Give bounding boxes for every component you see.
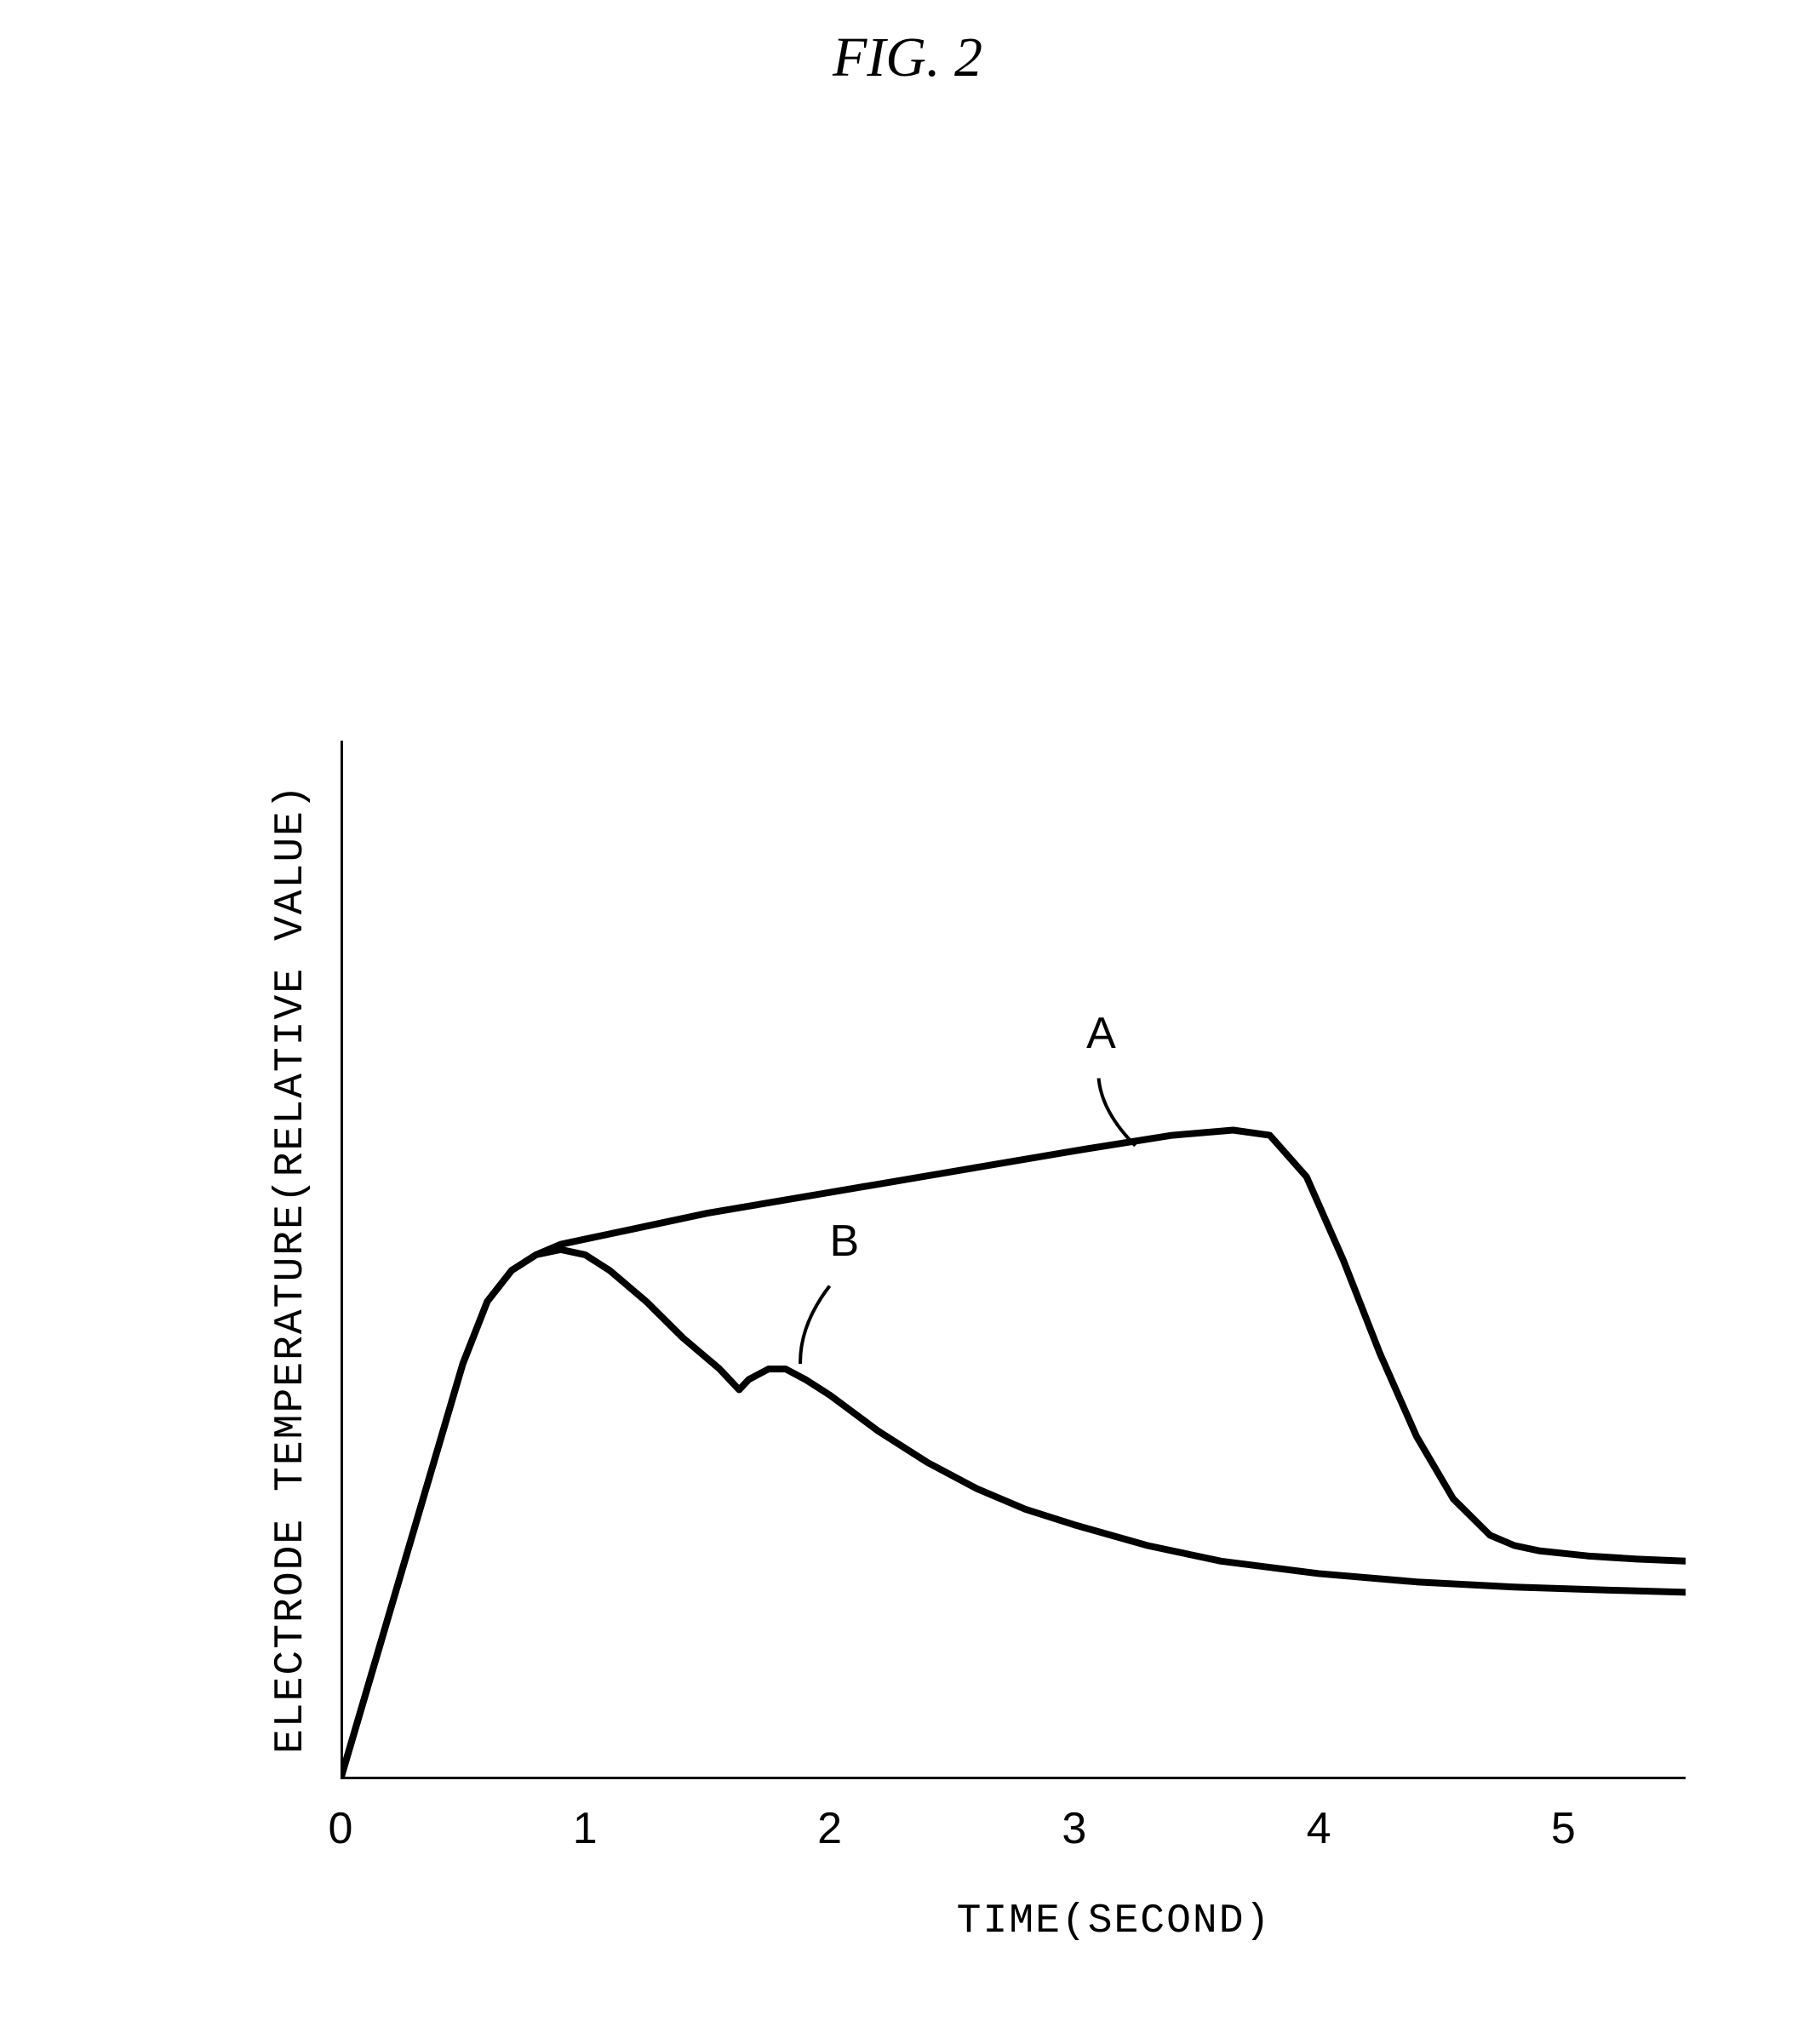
- series-label-a: A: [1086, 1008, 1116, 1059]
- x-tick-label: 1: [568, 1803, 602, 1854]
- temperature-time-chart: [341, 741, 1686, 1779]
- x-tick-label: 4: [1302, 1803, 1336, 1854]
- series-label-b: B: [830, 1216, 860, 1267]
- x-axis-label: TIME(SECOND): [744, 1898, 1484, 1944]
- series-line-b: [341, 1250, 1686, 1779]
- figure-title: FIG. 2: [0, 26, 1815, 90]
- y-axis-label: ELECTRODE TEMPERATURE(RELATIVE VALUE): [268, 783, 314, 1754]
- series-leader-b: [800, 1286, 829, 1365]
- series-line-a: [341, 1131, 1686, 1780]
- x-tick-label: 3: [1057, 1803, 1091, 1854]
- x-tick-label: 5: [1546, 1803, 1580, 1854]
- series-leader-a: [1099, 1079, 1136, 1146]
- x-tick-label: 0: [323, 1803, 358, 1854]
- x-tick-label: 2: [813, 1803, 847, 1854]
